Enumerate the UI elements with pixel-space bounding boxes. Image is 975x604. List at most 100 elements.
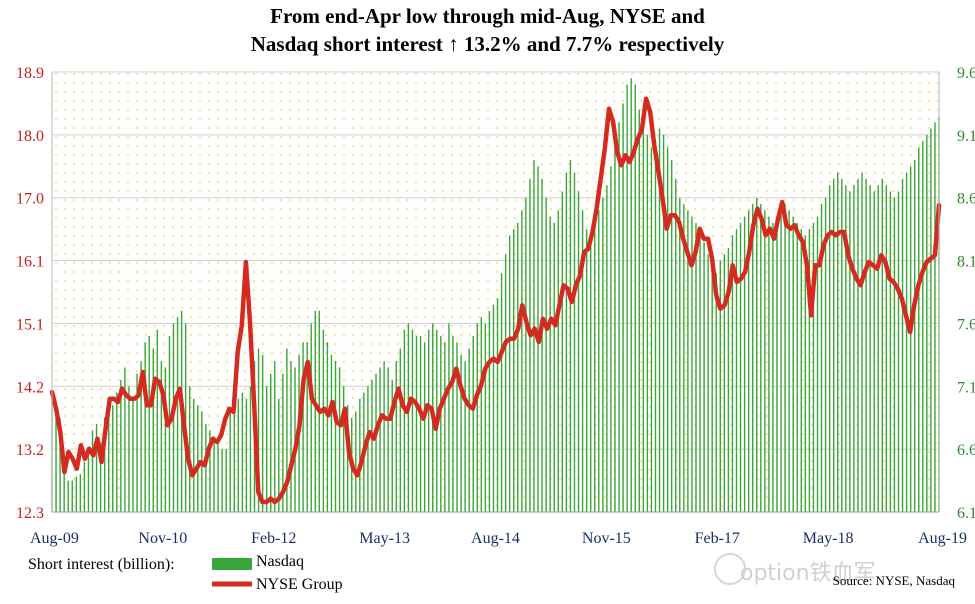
right-tick-label: 8.1 xyxy=(957,254,975,271)
x-tick-label: Aug-19 xyxy=(918,530,967,547)
nasdaq-bar xyxy=(265,386,268,512)
nasdaq-bar xyxy=(504,254,507,513)
nasdaq-bar xyxy=(926,134,928,512)
nasdaq-bar xyxy=(383,361,385,512)
nasdaq-bar xyxy=(261,354,264,512)
nasdaq-bar xyxy=(557,210,559,513)
nasdaq-bar xyxy=(913,160,916,512)
nasdaq-bar xyxy=(241,392,244,512)
nasdaq-bar xyxy=(237,398,240,512)
nasdaq-bar xyxy=(205,424,207,512)
nasdaq-bar xyxy=(553,222,555,512)
nasdaq-bar xyxy=(585,229,588,512)
nasdaq-bar xyxy=(310,323,312,512)
nasdaq-bar xyxy=(934,122,936,513)
nasdaq-bar xyxy=(683,204,685,512)
nasdaq-bar xyxy=(658,128,661,513)
nasdaq-bar xyxy=(140,361,142,512)
nasdaq-bar xyxy=(638,109,640,512)
nasdaq-bar xyxy=(897,191,900,512)
nasdaq-bar xyxy=(618,122,620,513)
legend-swatch-nasdaq xyxy=(212,558,252,570)
nasdaq-bar xyxy=(739,222,742,512)
nasdaq-bar xyxy=(399,348,402,512)
nasdaq-bar xyxy=(233,405,235,512)
nasdaq-bar xyxy=(630,78,632,513)
nasdaq-bar xyxy=(108,405,110,512)
nasdaq-bar xyxy=(225,449,227,512)
nasdaq-bar xyxy=(278,398,280,512)
nasdaq-bar xyxy=(55,405,57,512)
nasdaq-bar xyxy=(395,361,397,512)
chart-title-line-1: From end-Apr low through mid-Aug, NYSE a… xyxy=(270,4,705,28)
nasdaq-bar xyxy=(156,329,159,512)
nasdaq-bar xyxy=(387,367,389,512)
x-tick-label: Feb-12 xyxy=(251,530,296,547)
right-tick-label: 7.1 xyxy=(957,379,975,396)
nasdaq-bar xyxy=(699,235,701,512)
legend-label-nyse: NYSE Group xyxy=(256,576,343,593)
nasdaq-bar xyxy=(407,323,410,512)
nasdaq-bar xyxy=(889,191,892,512)
nasdaq-bar xyxy=(577,191,580,512)
nasdaq-bar xyxy=(768,216,770,513)
nasdaq-bar xyxy=(525,197,527,512)
nasdaq-bar xyxy=(541,178,543,512)
nasdaq-bar xyxy=(95,424,98,512)
nasdaq-bar xyxy=(533,160,535,512)
nasdaq-bar xyxy=(423,342,426,512)
nasdaq-bar xyxy=(75,476,78,512)
nasdaq-bar xyxy=(375,373,377,512)
nasdaq-bar xyxy=(922,141,924,512)
nasdaq-bar xyxy=(306,342,308,512)
nasdaq-bar xyxy=(144,342,146,512)
nasdaq-bar xyxy=(79,474,82,512)
nasdaq-bar xyxy=(152,348,154,512)
nasdaq-bar xyxy=(270,373,272,512)
nasdaq-bars xyxy=(51,78,940,513)
nasdaq-bar xyxy=(845,185,847,512)
nasdaq-bar xyxy=(675,178,677,512)
nasdaq-bar xyxy=(355,411,357,512)
source-note: Source: NYSE, Nasdaq xyxy=(832,573,955,588)
nasdaq-bar xyxy=(545,197,547,512)
nasdaq-bar xyxy=(326,342,329,512)
nasdaq-bar xyxy=(176,317,179,512)
plot-background xyxy=(52,72,939,512)
nasdaq-bar xyxy=(804,235,807,512)
nasdaq-bar xyxy=(788,210,790,513)
nasdaq-bar xyxy=(282,373,284,512)
nasdaq-bar xyxy=(662,134,665,512)
nasdaq-bar xyxy=(71,480,73,512)
nasdaq-bar xyxy=(91,430,94,512)
left-tick-label: 18.0 xyxy=(16,128,44,145)
nasdaq-bar xyxy=(743,216,746,513)
nasdaq-bar xyxy=(760,204,762,512)
x-tick-label: Feb-17 xyxy=(695,530,740,547)
x-tick-label: May-18 xyxy=(803,530,854,547)
nasdaq-bar xyxy=(865,178,867,512)
nasdaq-bar xyxy=(213,436,215,512)
nasdaq-bar xyxy=(610,166,612,513)
nasdaq-bar xyxy=(808,229,811,512)
nasdaq-bar xyxy=(687,210,689,513)
x-tick-label: Nov-10 xyxy=(138,530,187,547)
nasdaq-bar xyxy=(245,398,248,512)
nasdaq-bar xyxy=(796,222,798,512)
nasdaq-bar xyxy=(419,336,422,512)
watermark-logo xyxy=(714,553,746,585)
nasdaq-bar xyxy=(83,461,86,512)
nasdaq-bar xyxy=(634,84,636,513)
nasdaq-bar xyxy=(444,342,446,512)
nasdaq-bar xyxy=(508,235,511,512)
nasdaq-bar xyxy=(314,310,316,512)
nasdaq-bar xyxy=(120,380,122,512)
nasdaq-bar xyxy=(885,185,888,512)
nasdaq-bar xyxy=(756,197,758,512)
nasdaq-bar xyxy=(274,361,276,512)
nasdaq-bar xyxy=(128,386,130,512)
nasdaq-bar xyxy=(853,185,855,512)
nasdaq-bar xyxy=(918,147,920,512)
nyse-line xyxy=(49,96,942,505)
nasdaq-bar xyxy=(164,367,167,512)
